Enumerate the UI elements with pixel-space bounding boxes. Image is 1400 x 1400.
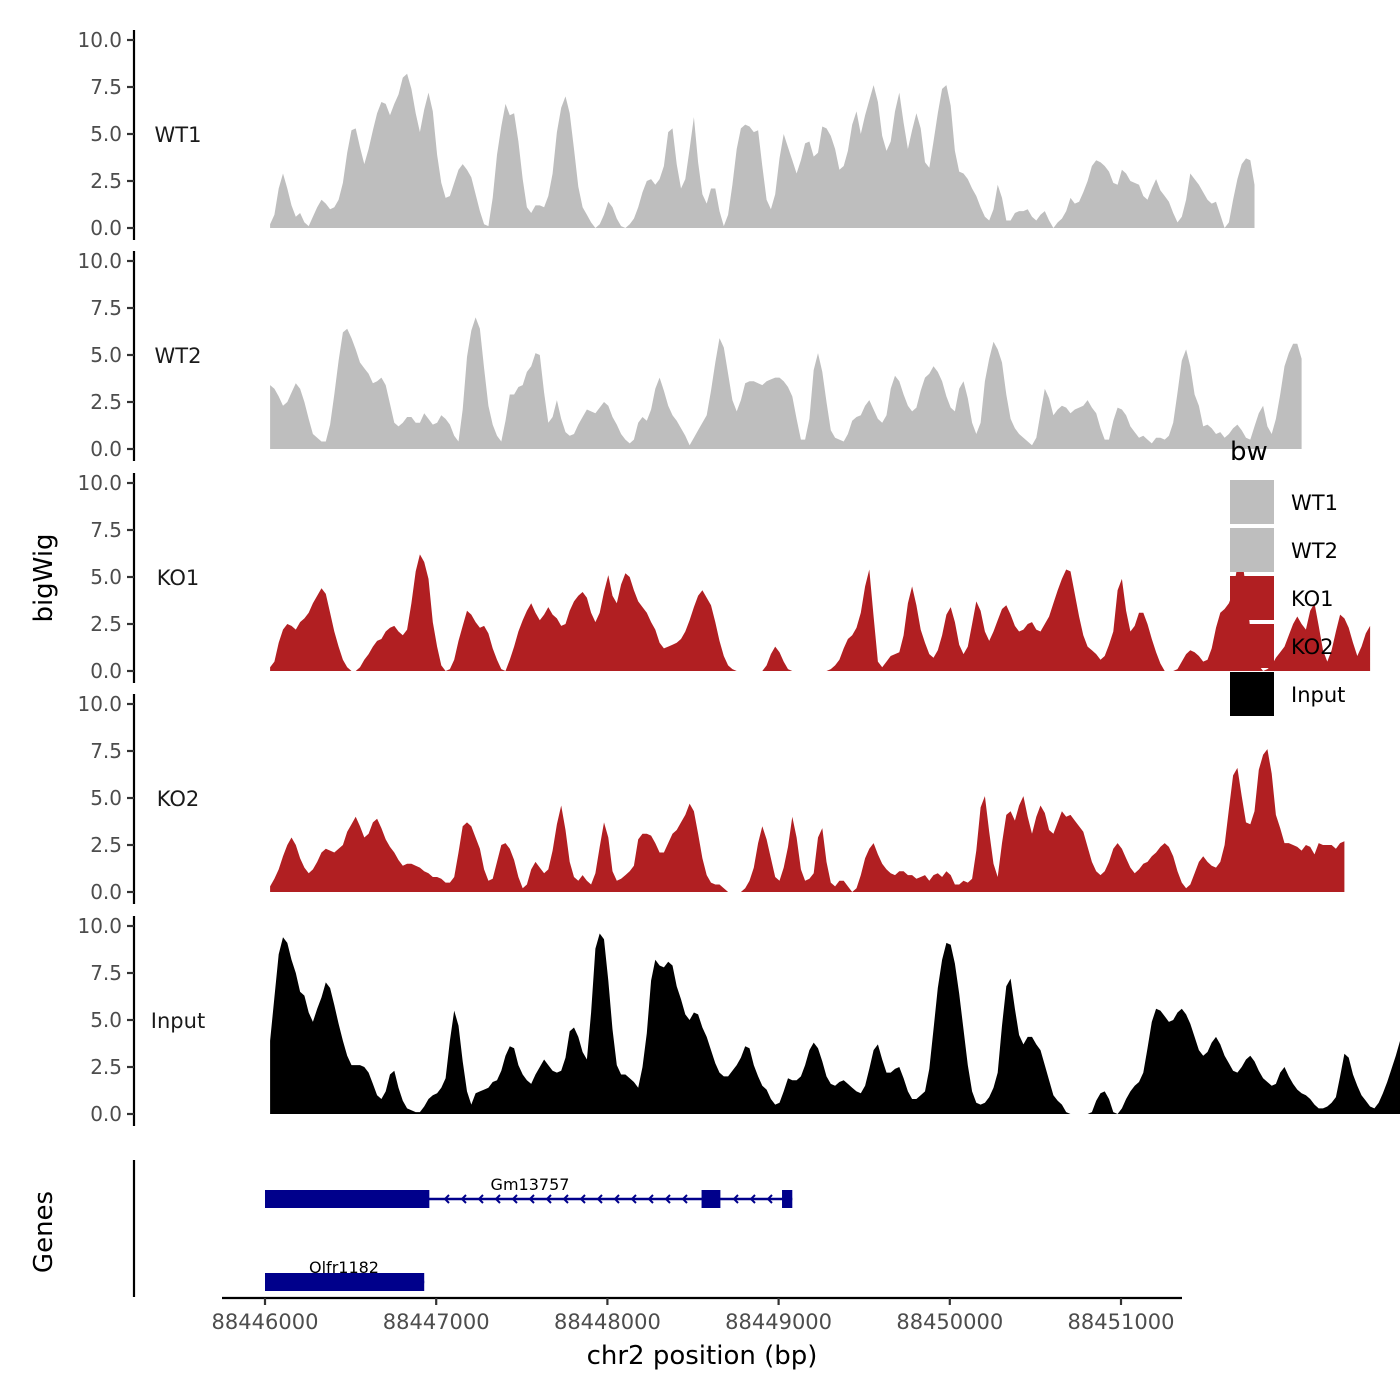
y-tick-label: 5.0 (90, 565, 122, 589)
strand-arrow (749, 1194, 756, 1204)
x-axis-title: chr2 position (bp) (587, 1341, 818, 1371)
y-tick-label: 10.0 (77, 249, 122, 273)
strand-arrow (630, 1194, 637, 1204)
y-tick-label: 7.5 (90, 296, 122, 320)
y-tick-label: 0.0 (90, 216, 122, 240)
strand-arrow (511, 1194, 518, 1204)
strand-arrow (528, 1194, 535, 1204)
y-tick-label: 0.0 (90, 659, 122, 683)
legend-title: bw (1230, 437, 1268, 467)
y-tick-label: 10.0 (77, 914, 122, 938)
y-tick-label: 2.5 (90, 612, 122, 636)
track-label: KO1 (157, 566, 200, 590)
legend-key-wt2 (1230, 528, 1274, 572)
strand-arrow (545, 1194, 552, 1204)
y-axis-title: bigWig (29, 533, 59, 622)
y-tick-label: 10.0 (77, 471, 122, 495)
x-tick-label: 88448000 (554, 1310, 661, 1334)
gene-exon (701, 1190, 721, 1208)
track-label: KO2 (157, 787, 200, 811)
legend-label: KO2 (1291, 635, 1334, 659)
x-tick-label: 88449000 (725, 1310, 832, 1334)
y-tick-label: 7.5 (90, 518, 122, 542)
y-tick-label: 0.0 (90, 437, 122, 461)
y-tick-label: 5.0 (90, 343, 122, 367)
strand-arrow (613, 1194, 620, 1204)
legend-key-input (1230, 672, 1274, 716)
coverage-area-ko1 (270, 554, 1371, 671)
coverage-area-input (270, 933, 1400, 1114)
coverage-area-wt2 (270, 317, 1302, 449)
y-tick-label: 5.0 (90, 1008, 122, 1032)
gene-exon (782, 1190, 793, 1208)
y-tick-label: 0.0 (90, 880, 122, 904)
y-tick-label: 0.0 (90, 1102, 122, 1126)
y-tick-label: 7.5 (90, 739, 122, 763)
x-tick-label: 88446000 (212, 1310, 319, 1334)
gene-exon (265, 1190, 425, 1208)
gene-label: Olfr1182 (309, 1258, 379, 1277)
gene-exon (419, 1190, 430, 1208)
gene-olfr1182: Olfr1182 (265, 1258, 425, 1291)
y-tick-label: 7.5 (90, 75, 122, 99)
legend-key-ko2 (1230, 624, 1274, 668)
y-tick-label: 2.5 (90, 390, 122, 414)
legend: bw WT1 WT2 KO1 KO2 Input (1230, 437, 1345, 716)
x-tick-label: 88450000 (896, 1310, 1003, 1334)
y-tick-label: 10.0 (77, 692, 122, 716)
x-tick-label: 88447000 (383, 1310, 490, 1334)
track-input: 0.0 2.5 5.0 7.5 10.0 Input (77, 914, 1400, 1126)
y-tick-label: 5.0 (90, 122, 122, 146)
x-axis: 88446000 88447000 88448000 88449000 88450000… (212, 1296, 1182, 1334)
track-label: Input (151, 1009, 205, 1033)
track-label: WT2 (155, 344, 202, 368)
legend-label: Input (1291, 683, 1345, 707)
strand-arrow (664, 1194, 671, 1204)
genes-track-title: Genes (29, 1191, 59, 1273)
strand-arrow (579, 1194, 586, 1204)
y-tick-label: 5.0 (90, 786, 122, 810)
track-ko1: 0.0 2.5 5.0 7.5 10.0 KO1 (77, 471, 1371, 683)
legend-label: WT2 (1291, 539, 1338, 563)
strand-arrow (477, 1194, 484, 1204)
strand-arrow (443, 1194, 450, 1204)
genes-track: Gm13757 Olfr1182 (132, 1160, 793, 1297)
legend-label: KO1 (1291, 587, 1334, 611)
gene-gm13757: Gm13757 (265, 1175, 793, 1208)
coverage-area-ko2 (270, 749, 1345, 892)
y-tick-label: 2.5 (90, 833, 122, 857)
strand-arrow (460, 1194, 467, 1204)
strand-arrow (562, 1194, 569, 1204)
bigwig-tracks: 0.02.55.07.510.0WT10.02.55.07.510.0WT20.… (77, 28, 1400, 1126)
strand-arrow (494, 1194, 501, 1204)
track-label: WT1 (155, 123, 202, 147)
track-wt1: 0.0 2.5 5.0 7.5 10.0 WT1 (77, 28, 1255, 240)
legend-key-wt1 (1230, 480, 1274, 524)
y-tick-label: 2.5 (90, 169, 122, 193)
legend-key-ko1 (1230, 576, 1274, 620)
gene-exon (265, 1273, 425, 1291)
y-tick-label: 2.5 (90, 1055, 122, 1079)
coverage-area-wt1 (270, 73, 1255, 228)
track-ko2: 0.0 2.5 5.0 7.5 10.0 KO2 (77, 692, 1345, 904)
track-wt2: 0.0 2.5 5.0 7.5 10.0 WT2 (77, 249, 1302, 461)
x-tick-label: 88451000 (1068, 1310, 1175, 1334)
strand-arrow (681, 1194, 688, 1204)
y-tick-label: 10.0 (77, 28, 122, 52)
legend-label: WT1 (1291, 491, 1338, 515)
strand-arrow (766, 1194, 773, 1204)
gene-label: Gm13757 (491, 1175, 570, 1194)
strand-arrow (647, 1194, 654, 1204)
strand-arrow (732, 1194, 739, 1204)
y-tick-label: 7.5 (90, 961, 122, 985)
strand-arrow (596, 1194, 603, 1204)
